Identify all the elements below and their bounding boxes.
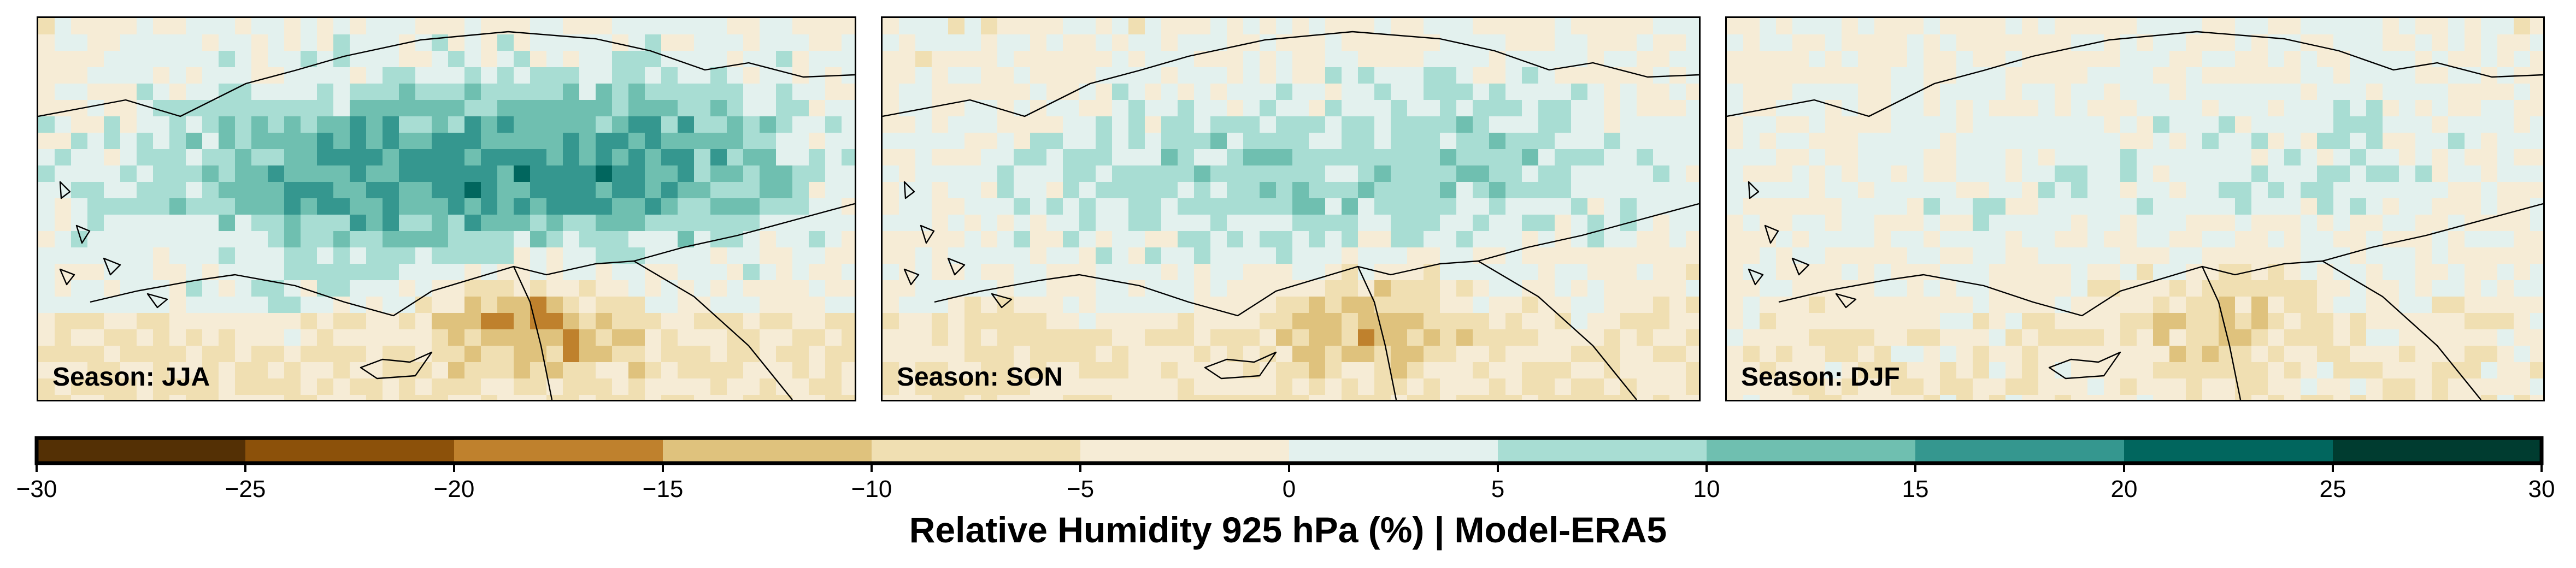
map-djf [1727, 18, 2543, 400]
colorbar-tick-label: −10 [851, 476, 892, 502]
map-jja [38, 18, 855, 400]
colorbar-segment [1915, 438, 2125, 463]
map-son [883, 18, 1699, 400]
colorbar-segment [1080, 438, 1290, 463]
map-panel-djf: Season: DJF [1725, 16, 2545, 401]
colorbar-segment [37, 438, 246, 463]
season-label-son: Season: SON [897, 363, 1063, 392]
colorbar-tick-label: −15 [643, 476, 684, 502]
map-panel-son: Season: SON [881, 16, 1701, 401]
colorbar-segment [2124, 438, 2333, 463]
colorbar: −30 −25 −20 −15 −10 −5 0 5 10 15 20 25 30 [16, 436, 2555, 502]
colorbar-tick-label: 10 [1693, 476, 1720, 502]
colorbar-segment [454, 438, 663, 463]
colorbar-segment [2333, 438, 2542, 463]
colorbar-segment [245, 438, 455, 463]
colorbar-segment [1289, 438, 1498, 463]
humidity-field [1727, 18, 2543, 400]
colorbar-tick-label: 15 [1902, 476, 1929, 502]
colorbar-tick-label: 30 [2528, 476, 2555, 502]
colorbar-tick-label: 5 [1491, 476, 1504, 502]
humidity-field [883, 18, 1699, 400]
season-label-djf: Season: DJF [1741, 363, 1900, 392]
colorbar-tick-label: 0 [1283, 476, 1296, 502]
colorbar-tick-label: −5 [1067, 476, 1094, 502]
map-panel-jja: Season: JJA [37, 16, 856, 401]
colorbar-segment [1498, 438, 1707, 463]
coastline-overlay [38, 31, 855, 400]
colorbar-segment [663, 438, 872, 463]
colorbar-segment [1707, 438, 1916, 463]
colorbar-tick-label: −25 [225, 476, 266, 502]
colorbar-tick-label: 20 [2111, 476, 2138, 502]
coastline-overlay [1727, 31, 2543, 400]
colorbar-tick-label: 25 [2320, 476, 2346, 502]
colorbar-tick-label: −30 [16, 476, 57, 502]
colorbar-tick-label: −20 [434, 476, 475, 502]
colorbar-title: Relative Humidity 925 hPa (%) | Model-ER… [909, 510, 1667, 550]
colorbar-segment [872, 438, 1081, 463]
humidity-field [38, 18, 855, 400]
season-label-jja: Season: JJA [52, 363, 210, 392]
coastline-overlay [883, 31, 1699, 400]
